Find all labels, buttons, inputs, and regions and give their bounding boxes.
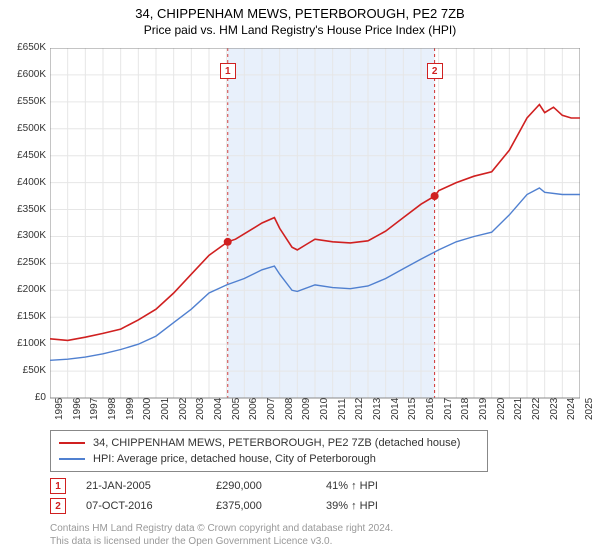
x-tick-label: 1995 (54, 390, 65, 420)
chart-title-block: 34, CHIPPENHAM MEWS, PETERBOROUGH, PE2 7… (0, 0, 600, 38)
y-tick-label: £350K (2, 204, 46, 215)
sale-delta-1: 41% ↑ HPI (326, 480, 426, 492)
x-tick-label: 2024 (566, 390, 577, 420)
x-tick-label: 1996 (72, 390, 83, 420)
y-tick-label: £0 (2, 392, 46, 403)
sale-price-2: £375,000 (216, 500, 326, 512)
x-tick-label: 2010 (319, 390, 330, 420)
x-tick-label: 2008 (284, 390, 295, 420)
x-tick-label: 2019 (478, 390, 489, 420)
chart-sale-marker: 1 (220, 63, 236, 79)
y-tick-label: £550K (2, 96, 46, 107)
legend-swatch-property (59, 442, 85, 444)
chart-area (50, 48, 580, 418)
x-tick-label: 2002 (178, 390, 189, 420)
y-tick-label: £300K (2, 230, 46, 241)
x-tick-label: 2021 (513, 390, 524, 420)
chart-sale-marker: 2 (427, 63, 443, 79)
x-tick-label: 1999 (125, 390, 136, 420)
y-tick-label: £100K (2, 338, 46, 349)
sale-marker-2-num: 2 (55, 501, 61, 512)
x-tick-label: 2006 (248, 390, 259, 420)
sale-marker-1-num: 1 (55, 481, 61, 492)
footer-line1: Contains HM Land Registry data © Crown c… (50, 522, 393, 535)
sale-marker-2: 2 (50, 498, 66, 514)
x-tick-label: 2013 (372, 390, 383, 420)
x-tick-label: 1998 (107, 390, 118, 420)
sale-row-2: 2 07-OCT-2016 £375,000 39% ↑ HPI (50, 496, 426, 516)
legend-swatch-hpi (59, 458, 85, 460)
x-tick-label: 2014 (390, 390, 401, 420)
legend-item-hpi: HPI: Average price, detached house, City… (59, 451, 479, 467)
footer-line2: This data is licensed under the Open Gov… (50, 535, 393, 548)
sales-table: 1 21-JAN-2005 £290,000 41% ↑ HPI 2 07-OC… (50, 476, 426, 516)
legend: 34, CHIPPENHAM MEWS, PETERBOROUGH, PE2 7… (50, 430, 488, 472)
y-tick-label: £500K (2, 123, 46, 134)
y-tick-label: £650K (2, 42, 46, 53)
x-tick-label: 2001 (160, 390, 171, 420)
y-tick-label: £200K (2, 284, 46, 295)
x-tick-label: 2003 (195, 390, 206, 420)
y-tick-label: £400K (2, 177, 46, 188)
legend-label-property: 34, CHIPPENHAM MEWS, PETERBOROUGH, PE2 7… (93, 437, 460, 449)
x-tick-label: 2017 (443, 390, 454, 420)
sale-date-1: 21-JAN-2005 (86, 480, 216, 492)
x-tick-label: 2018 (460, 390, 471, 420)
x-tick-label: 2015 (407, 390, 418, 420)
x-tick-label: 1997 (89, 390, 100, 420)
footer: Contains HM Land Registry data © Crown c… (50, 522, 393, 548)
chart-title-line1: 34, CHIPPENHAM MEWS, PETERBOROUGH, PE2 7… (0, 6, 600, 23)
y-tick-label: £150K (2, 311, 46, 322)
sale-marker-1: 1 (50, 478, 66, 494)
x-tick-label: 2020 (496, 390, 507, 420)
y-tick-label: £600K (2, 69, 46, 80)
sale-row-1: 1 21-JAN-2005 £290,000 41% ↑ HPI (50, 476, 426, 496)
x-tick-label: 2004 (213, 390, 224, 420)
sale-date-2: 07-OCT-2016 (86, 500, 216, 512)
y-tick-label: £450K (2, 150, 46, 161)
y-tick-label: £250K (2, 257, 46, 268)
y-tick-label: £50K (2, 365, 46, 376)
legend-item-property: 34, CHIPPENHAM MEWS, PETERBOROUGH, PE2 7… (59, 435, 479, 451)
chart-title-line2: Price paid vs. HM Land Registry's House … (0, 23, 600, 39)
legend-label-hpi: HPI: Average price, detached house, City… (93, 453, 376, 465)
sale-delta-2: 39% ↑ HPI (326, 500, 426, 512)
x-tick-label: 2023 (549, 390, 560, 420)
x-tick-label: 2009 (301, 390, 312, 420)
x-tick-label: 2005 (231, 390, 242, 420)
x-tick-label: 2012 (354, 390, 365, 420)
chart-svg (50, 48, 580, 418)
x-tick-label: 2025 (584, 390, 595, 420)
x-tick-label: 2016 (425, 390, 436, 420)
x-tick-label: 2007 (266, 390, 277, 420)
sale-price-1: £290,000 (216, 480, 326, 492)
x-tick-label: 2011 (337, 390, 348, 420)
x-tick-label: 2000 (142, 390, 153, 420)
x-tick-label: 2022 (531, 390, 542, 420)
